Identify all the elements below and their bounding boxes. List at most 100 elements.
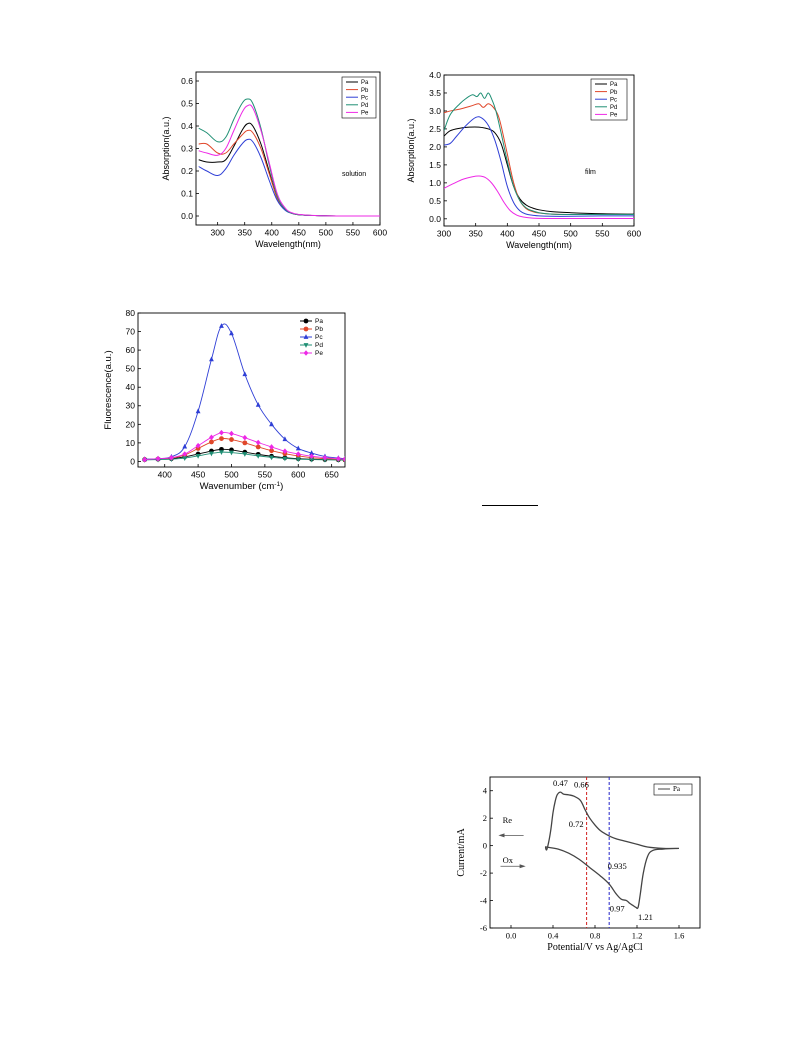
series-pc xyxy=(444,116,634,217)
x-tick-label: 550 xyxy=(595,229,609,239)
legend-label: Pd xyxy=(610,105,617,111)
y-tick-label: 2 xyxy=(483,813,487,823)
data-point xyxy=(269,455,274,461)
data-point xyxy=(195,408,201,414)
legend-label: Pd xyxy=(361,103,368,109)
data-point xyxy=(303,334,309,339)
x-tick-label: 550 xyxy=(258,470,272,480)
y-tick-label: 30 xyxy=(126,401,136,411)
data-point xyxy=(195,453,201,459)
legend-label: Pe xyxy=(315,350,323,357)
y-tick-label: -6 xyxy=(480,923,487,933)
x-tick-label: 500 xyxy=(224,470,238,480)
x-tick-label: 0.0 xyxy=(506,931,517,941)
series-pe xyxy=(198,104,380,217)
data-point xyxy=(309,453,315,460)
curve-annotation: 0.97 xyxy=(610,904,625,914)
series-line xyxy=(444,116,634,217)
data-point xyxy=(303,318,309,324)
plot-area xyxy=(444,92,634,219)
data-point xyxy=(209,451,214,457)
x-tick-label: 350 xyxy=(469,229,483,239)
curve-annotation: 0.66 xyxy=(574,779,589,789)
legend-item-pa: Pa xyxy=(346,80,369,86)
y-tick-label: 0.6 xyxy=(181,76,193,86)
plot-frame xyxy=(137,312,346,468)
x-axis-label-superscript: -1 xyxy=(274,481,280,488)
data-point xyxy=(295,457,301,463)
y-tick-label: 2.5 xyxy=(429,124,441,134)
y-tick-label: -2 xyxy=(480,868,487,878)
series-line xyxy=(444,92,634,216)
data-point xyxy=(182,443,188,449)
legend-item-pa: Pa xyxy=(658,785,681,793)
legend-item-pd: Pd xyxy=(300,342,323,349)
data-point xyxy=(309,457,315,463)
series-line xyxy=(444,126,634,215)
legend-item-pe: Pe xyxy=(595,113,618,119)
legend-label: Pe xyxy=(610,113,618,119)
data-point xyxy=(255,444,261,450)
legend-label: Pa xyxy=(610,82,618,88)
legend-label: Pa xyxy=(673,785,681,793)
data-point xyxy=(229,330,234,336)
data-point xyxy=(219,436,224,442)
x-tick-label: 550 xyxy=(346,228,360,238)
x-tick-label: 300 xyxy=(437,229,451,239)
x-axis-label: Potential/V vs Ag/AgCl xyxy=(547,942,643,953)
data-point xyxy=(229,450,234,456)
y-axis-label: Absorption(a.u.) xyxy=(406,118,416,182)
curve-annotation: Re xyxy=(503,815,513,825)
x-tick-label: 0.4 xyxy=(548,931,559,941)
y-tick-label: 0.1 xyxy=(181,188,193,198)
y-axis-label: Fluorescence(a.u.) xyxy=(103,350,114,429)
data-point xyxy=(255,401,261,407)
plot-area xyxy=(142,323,345,464)
x-axis-label-suffix: ) xyxy=(280,481,283,492)
legend: Pa xyxy=(653,783,693,796)
legend-item-pb: Pb xyxy=(300,326,323,333)
y-tick-label: 0.0 xyxy=(429,214,441,224)
legend-label: Pa xyxy=(361,80,369,86)
y-axis-label: Current/mA xyxy=(456,828,467,877)
y-tick-label: 4.0 xyxy=(429,70,441,80)
legend-label: Pd xyxy=(315,342,323,349)
horizontal-rule xyxy=(482,505,538,506)
x-tick-label: 0.8 xyxy=(590,931,601,941)
legend-label: Pc xyxy=(610,97,617,103)
data-point xyxy=(195,442,201,449)
data-point xyxy=(209,439,214,445)
legend-item-pd: Pd xyxy=(595,105,617,111)
y-tick-label: 10 xyxy=(126,438,136,448)
x-tick-label: 450 xyxy=(292,228,306,238)
series-pe xyxy=(142,429,345,463)
legend-label: Pb xyxy=(361,88,369,94)
x-tick-label: 1.6 xyxy=(674,931,685,941)
x-axis-label: Wavelength(nm) xyxy=(255,239,321,249)
data-point xyxy=(282,456,288,462)
data-point xyxy=(229,430,234,437)
y-tick-label: 20 xyxy=(126,419,136,429)
y-tick-label: 1.5 xyxy=(429,160,441,170)
data-point xyxy=(219,429,224,436)
y-tick-label: 50 xyxy=(126,364,136,374)
y-tick-label: 0 xyxy=(130,456,135,466)
data-point xyxy=(335,455,341,462)
x-tick-label: 600 xyxy=(627,229,641,239)
legend-label: Pb xyxy=(610,90,618,96)
data-point xyxy=(322,454,328,461)
series-pd xyxy=(444,92,634,216)
legend-item-pc: Pc xyxy=(595,97,617,103)
x-tick-label: 650 xyxy=(325,470,339,480)
data-point xyxy=(255,439,261,446)
legend-item-pc: Pc xyxy=(346,95,368,101)
data-point xyxy=(295,445,301,451)
curve-annotation: Ox xyxy=(503,855,514,865)
data-point xyxy=(209,356,214,362)
series-pd xyxy=(142,450,345,464)
legend-item-pe: Pe xyxy=(346,111,369,117)
x-tick-label: 400 xyxy=(265,228,279,238)
data-point xyxy=(182,456,188,461)
